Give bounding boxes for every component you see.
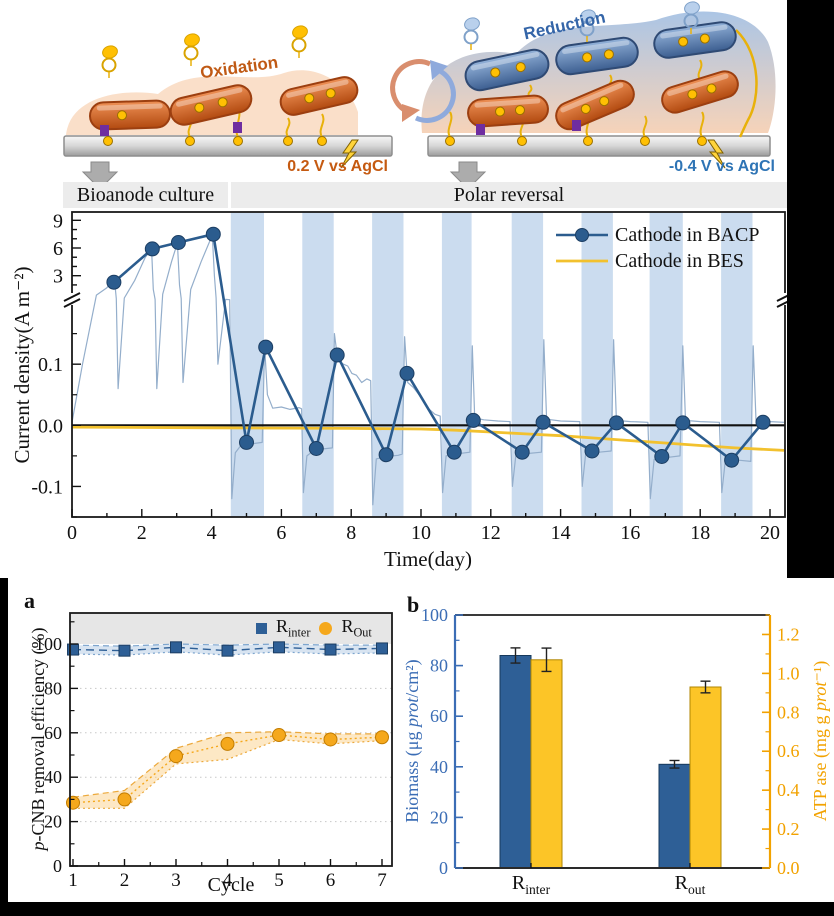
panel-a-x-axis-label: Cycle <box>207 874 255 896</box>
svg-text:80: 80 <box>430 656 448 676</box>
svg-text:1.2: 1.2 <box>777 624 800 644</box>
svg-text:0.1: 0.1 <box>38 354 63 376</box>
svg-text:3: 3 <box>53 266 63 288</box>
svg-text:10: 10 <box>411 522 431 544</box>
svg-text:0: 0 <box>53 856 62 876</box>
svg-text:1: 1 <box>68 870 78 891</box>
phase-label-bioanode-culture: Bioanode culture <box>63 182 228 208</box>
anode-voltage-label: 0.2 V vs AgCl <box>287 158 388 175</box>
rout-circle-marker-icon <box>319 621 333 635</box>
bes-line-icon <box>556 259 608 263</box>
svg-text:0: 0 <box>67 522 77 544</box>
svg-text:2: 2 <box>137 522 147 544</box>
svg-text:0.0: 0.0 <box>777 858 800 878</box>
svg-text:6: 6 <box>53 238 63 260</box>
svg-text:6: 6 <box>276 522 286 544</box>
bacp-line-marker-icon <box>556 228 608 242</box>
svg-text:8: 8 <box>346 522 356 544</box>
main-chart-legend: Cathode in BACP Cathode in BES <box>556 222 759 274</box>
bioelectrode-schematic <box>63 1 776 190</box>
bottom-figure-panel: 0 20 40 60 80 100 1 2 3 4 5 6 7 0 20 40 60 80 100 0.0 0.2 0.4… <box>8 578 834 902</box>
svg-text:0.4: 0.4 <box>777 780 800 800</box>
legend-label-bacp: Cathode in BACP <box>615 223 760 246</box>
reduction-label: Reduction <box>521 7 608 44</box>
panel-b-left-axis-label: Biomass (μg prot/cm²) <box>402 659 422 823</box>
cathode-voltage-label: -0.4 V vs AgCl <box>668 158 775 175</box>
phase-right-text: Polar reversal <box>453 183 565 206</box>
svg-text:0.2: 0.2 <box>777 819 800 839</box>
legend-item-bes: Cathode in BES <box>556 248 759 274</box>
phase-left-text: Bioanode culture <box>76 183 215 206</box>
phase-label-polar-reversal: Polar reversal <box>231 182 787 208</box>
svg-text:4: 4 <box>207 522 217 544</box>
svg-text:0: 0 <box>439 858 448 878</box>
panel-a-legend: Rinter ROut <box>256 616 372 641</box>
svg-text:0.8: 0.8 <box>777 702 800 722</box>
panel-a-label: a <box>24 588 35 613</box>
svg-text:60: 60 <box>430 706 448 726</box>
svg-text:16: 16 <box>620 522 640 544</box>
legend-label-rinter: Rinter <box>276 616 311 640</box>
category-label-rout: Rout <box>674 872 706 897</box>
main-x-axis-label: Time(day) <box>384 547 472 571</box>
panel-b-label: b <box>407 592 420 617</box>
category-label-rinter: Rinter <box>511 872 551 897</box>
svg-text:12: 12 <box>481 522 501 544</box>
svg-text:18: 18 <box>690 522 710 544</box>
svg-text:20: 20 <box>760 522 780 544</box>
legend-label-rout: ROut <box>341 616 372 640</box>
svg-text:1.0: 1.0 <box>777 663 800 683</box>
panel-a-y-axis-label: p-CNB removal efficiency (%) <box>28 627 48 851</box>
svg-text:0.0: 0.0 <box>38 415 63 437</box>
rinter-square-marker-icon <box>256 622 267 634</box>
top-figure-panel: Oxidation Reduction 0.2 V vs AgCl -0.4 V… <box>0 0 787 578</box>
oxidation-label: Oxidation <box>198 52 280 83</box>
svg-text:100: 100 <box>421 605 448 625</box>
svg-text:7: 7 <box>377 870 387 891</box>
svg-text:2: 2 <box>120 870 130 891</box>
svg-text:40: 40 <box>430 757 448 777</box>
panel-b-right-axis-label: ATP ase (mg g prot⁻¹) <box>810 660 830 822</box>
svg-text:0.6: 0.6 <box>777 741 800 761</box>
main-y-axis-label: Current density(A m⁻²) <box>10 266 34 464</box>
svg-text:20: 20 <box>430 807 448 827</box>
legend-label-bes: Cathode in BES <box>615 249 744 272</box>
svg-text:-0.1: -0.1 <box>31 476 63 498</box>
legend-item-bacp: Cathode in BACP <box>556 222 759 248</box>
svg-text:14: 14 <box>551 522 571 544</box>
svg-text:9: 9 <box>53 210 63 232</box>
